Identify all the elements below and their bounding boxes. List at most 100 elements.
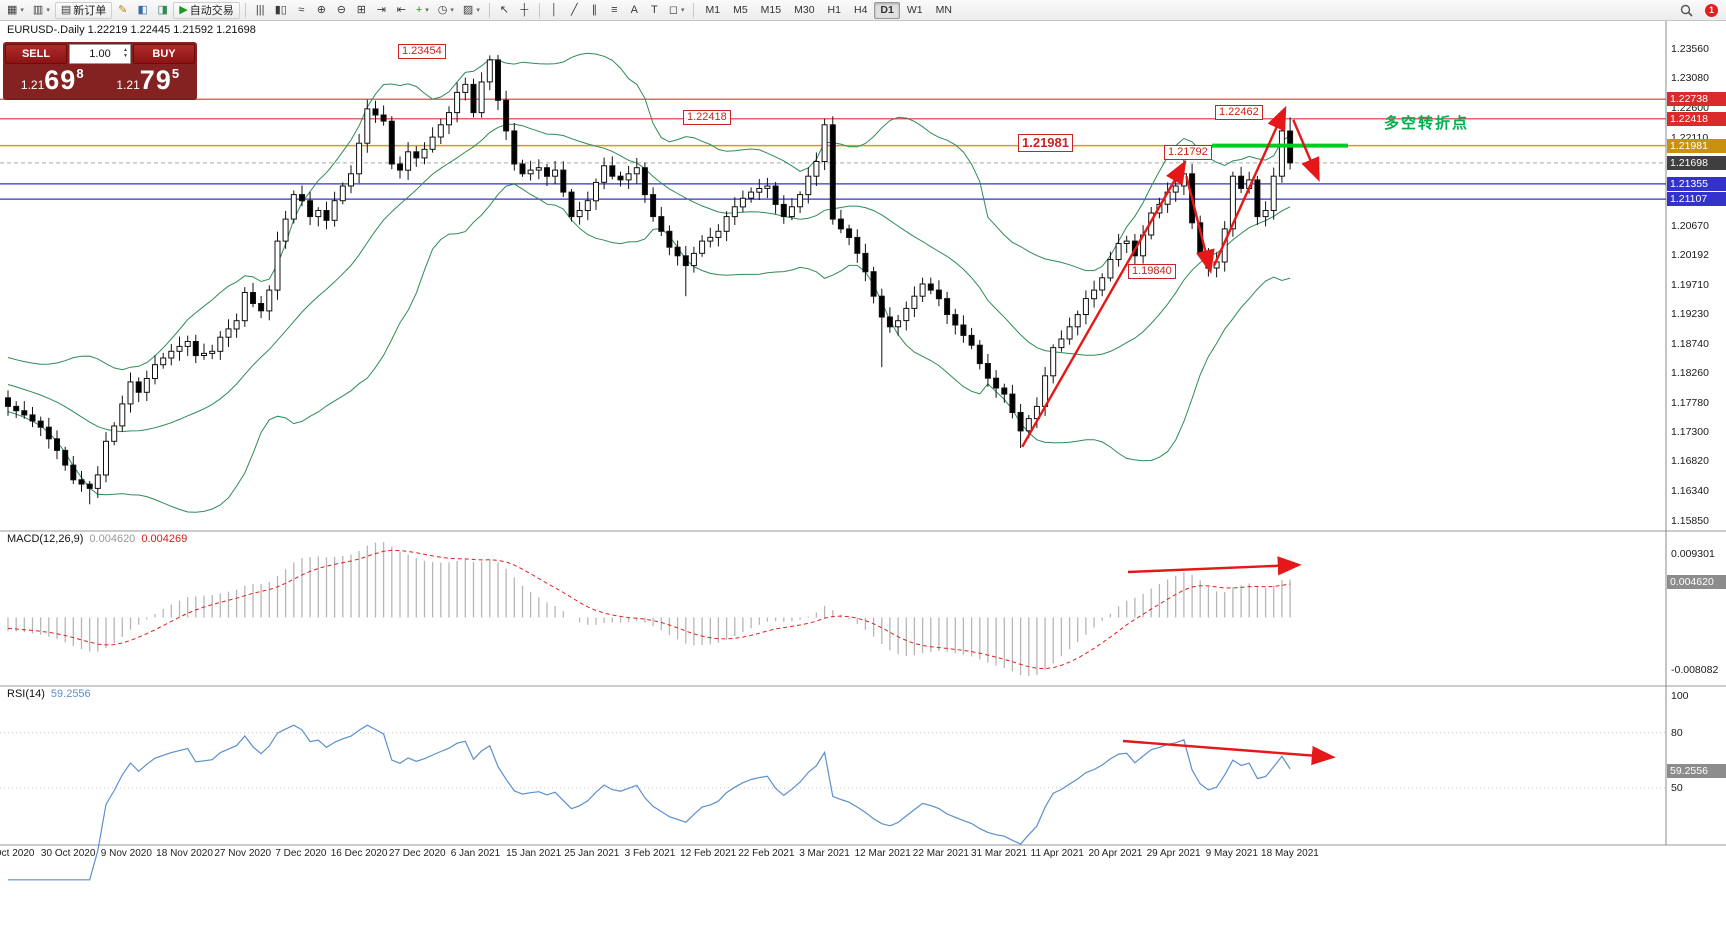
candle — [1115, 243, 1122, 261]
timeframe-m15[interactable]: M15 — [755, 2, 787, 19]
fibonacci-icon-button[interactable]: ≡ — [605, 2, 624, 19]
cursor-icon-button[interactable]: ↖ — [495, 2, 514, 19]
tile-windows-icon-button[interactable]: ⊞ — [352, 2, 371, 19]
candle — [682, 255, 689, 267]
candle — [372, 108, 379, 116]
chart-canvas[interactable] — [0, 20, 1726, 943]
dropdown-caret-icon: ▾ — [425, 7, 429, 14]
candle — [1180, 173, 1187, 187]
candle — [911, 295, 918, 309]
toolbar-separator — [244, 2, 246, 18]
candle — [1033, 405, 1040, 420]
channel-icon: ∥ — [591, 3, 598, 16]
candle — [993, 377, 1000, 389]
channel-icon-button[interactable]: ∥ — [585, 2, 604, 19]
candle — [168, 350, 175, 359]
candle — [1107, 259, 1114, 279]
trendline-icon-button[interactable]: ╱ — [565, 2, 584, 19]
timeframe-h1[interactable]: H1 — [822, 2, 847, 19]
chart-bars-icon: ||| — [255, 3, 265, 16]
macd-arrow-annotation[interactable] — [1127, 556, 1302, 576]
candle — [1254, 179, 1261, 218]
candle — [70, 464, 77, 481]
auto-scroll-icon-button[interactable]: ⇥ — [372, 2, 391, 19]
timeframe-w1[interactable]: W1 — [901, 2, 929, 19]
candle — [723, 216, 730, 232]
candle — [470, 83, 477, 114]
timeframe-h4[interactable]: H4 — [848, 2, 873, 19]
strategy-tester-icon-button[interactable]: ◨ — [153, 2, 172, 19]
candle — [739, 197, 746, 208]
candle — [568, 191, 575, 218]
candle — [119, 403, 126, 427]
text-icon-button[interactable]: A — [625, 2, 644, 19]
candle — [1262, 210, 1269, 218]
candle — [788, 206, 795, 218]
chart-line-icon-button[interactable]: ≈ — [292, 2, 311, 19]
profiles-icon-button[interactable]: ▥ ▾ — [29, 2, 54, 19]
candle — [62, 449, 69, 466]
chart-bars-icon-button[interactable]: ||| — [251, 2, 270, 19]
candles — [5, 54, 1294, 505]
candle — [748, 191, 755, 199]
trendline-icon: ╱ — [571, 3, 578, 16]
new-order-icon: ▤ — [60, 3, 72, 16]
toolbar-separator — [488, 2, 490, 18]
profiles-icon: ▥ — [32, 3, 44, 16]
candle — [233, 320, 240, 330]
candle — [617, 175, 624, 181]
chart-shift-icon-button[interactable]: ⇤ — [392, 2, 411, 19]
metaeditor-icon-button[interactable]: ✎ — [113, 2, 132, 19]
candle — [1082, 298, 1089, 316]
candle — [135, 381, 142, 393]
candle — [1074, 314, 1081, 328]
vertical-line-icon-button[interactable]: │ — [545, 2, 564, 19]
indicators-icon-button[interactable]: + ▾ — [412, 2, 433, 19]
dropdown-caret-icon: ▾ — [680, 7, 685, 14]
strategy-tester-icon: ◨ — [157, 3, 168, 16]
candle — [593, 181, 599, 202]
chart-candles-icon-button[interactable]: ▮▯ — [271, 2, 291, 19]
timeframe-d1[interactable]: D1 — [874, 1, 900, 19]
crosshair-icon-button[interactable]: ┼ — [515, 2, 534, 19]
candle — [772, 185, 779, 205]
fibonacci-icon: ≡ — [611, 3, 618, 16]
notification-badge[interactable]: 1 — [1705, 3, 1718, 17]
periods-icon-button[interactable]: ◷ ▾ — [434, 2, 458, 19]
market-watch-icon-button[interactable]: ◧ — [133, 2, 152, 19]
candle — [633, 167, 640, 175]
candle — [380, 114, 387, 122]
timeframe-mn[interactable]: MN — [930, 2, 958, 19]
candle — [13, 405, 20, 412]
templates-icon-button[interactable]: ▨ ▾ — [459, 2, 484, 19]
trend-arrow-annotation[interactable] — [1292, 119, 1320, 182]
trend-arrow-annotation[interactable] — [1021, 159, 1187, 448]
auto-trading-button[interactable]: ▶ 自动交易 — [173, 1, 240, 19]
trend-arrow-annotation[interactable] — [1213, 105, 1287, 267]
trend-arrow-annotation[interactable] — [1185, 175, 1215, 274]
candle — [805, 175, 812, 196]
new-chart-icon: ▦ — [7, 3, 18, 16]
candle — [968, 334, 975, 346]
new-chart-icon-button[interactable]: ▦ ▾ — [3, 2, 28, 19]
candle — [952, 314, 959, 326]
chart-window — [0, 20, 1726, 943]
timeframe-m30[interactable]: M30 — [788, 2, 820, 19]
dropdown-caret-icon: ▾ — [450, 7, 454, 14]
rsi-arrow-annotation[interactable] — [1122, 739, 1336, 766]
label-icon-button[interactable]: T — [645, 2, 664, 19]
candle — [397, 163, 403, 171]
timeframe-m5[interactable]: M5 — [727, 2, 754, 19]
auto-trading-icon: ▶ — [179, 3, 188, 16]
candle — [560, 169, 567, 193]
candle — [152, 364, 158, 380]
search-icon[interactable] — [1673, 1, 1700, 20]
candle — [356, 142, 363, 175]
candle — [364, 108, 371, 144]
new-order-button[interactable]: ▤ 新订单 — [54, 1, 113, 19]
zoom-in-icon-button[interactable]: ⊕ — [312, 2, 331, 19]
timeframe-m1[interactable]: M1 — [699, 2, 726, 19]
candle — [103, 440, 109, 476]
zoom-out-icon-button[interactable]: ⊖ — [332, 2, 351, 19]
shapes-icon-button[interactable]: ◻ ▾ — [665, 2, 689, 19]
